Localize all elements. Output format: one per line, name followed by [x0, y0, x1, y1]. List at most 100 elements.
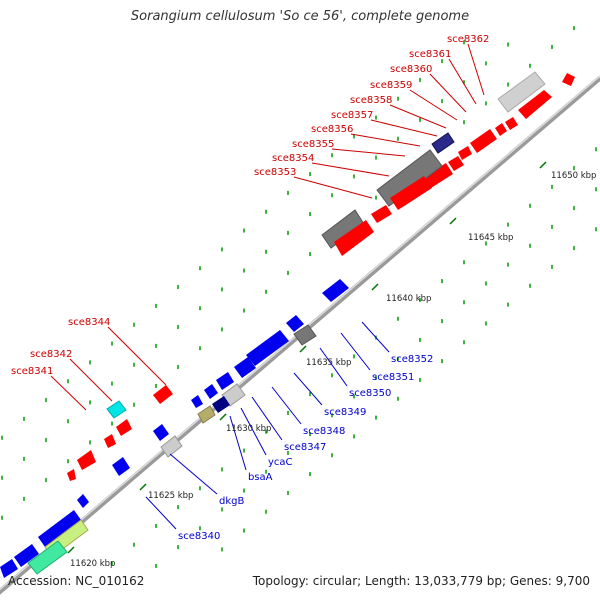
- gene-label-leader: [409, 89, 458, 121]
- gene-label-leader: [361, 321, 390, 353]
- gene-label[interactable]: sce8350: [349, 388, 391, 399]
- gene-label-leader: [331, 148, 406, 157]
- scale-label: 11635 kbp: [306, 358, 351, 368]
- gene-label[interactable]: sce8344: [68, 317, 110, 328]
- gene-label[interactable]: dkgB: [219, 496, 244, 507]
- cds-feature[interactable]: [371, 205, 392, 223]
- rna-feature[interactable]: [160, 435, 183, 458]
- gene-label[interactable]: sce8351: [372, 372, 414, 383]
- major-tick-mark: [449, 217, 457, 225]
- gene-label[interactable]: sce8362: [447, 34, 489, 45]
- cds-feature[interactable]: [470, 129, 497, 153]
- rna-feature[interactable]: [376, 149, 443, 207]
- gene-label[interactable]: sce8347: [284, 442, 326, 453]
- forward-strand-features: [67, 71, 575, 481]
- gene-label[interactable]: sce8352: [391, 354, 433, 365]
- major-tick-mark: [67, 546, 75, 554]
- cds-feature[interactable]: [234, 357, 256, 378]
- gene-label-leader: [350, 133, 421, 147]
- cds-feature[interactable]: [495, 123, 507, 136]
- reverse-gene-labels: sce8352 sce8351 sce8350 sce8349 sce8348 sce83…: [145, 321, 433, 542]
- cds-feature[interactable]: [77, 450, 96, 470]
- cds-feature[interactable]: [204, 384, 218, 399]
- accession-label: Accession: NC_010162: [8, 574, 145, 588]
- rna-feature[interactable]: [106, 400, 127, 419]
- gene-label[interactable]: sce8355: [292, 139, 334, 150]
- cds-feature[interactable]: [67, 469, 76, 481]
- gene-label[interactable]: sce8340: [178, 531, 220, 542]
- major-tick-mark: [219, 413, 227, 421]
- gene-label[interactable]: sce8360: [390, 64, 432, 75]
- major-tick-mark: [371, 283, 379, 291]
- cds-feature[interactable]: [286, 315, 304, 332]
- scale-label: 11620 kbp: [70, 559, 115, 569]
- gene-label[interactable]: sce8357: [331, 110, 373, 121]
- cds-feature[interactable]: [112, 457, 130, 476]
- reverse-strand-features: [0, 279, 349, 578]
- cds-feature[interactable]: [505, 117, 518, 130]
- scale-label: 11630 kbp: [226, 424, 271, 434]
- rna-feature[interactable]: [197, 405, 216, 424]
- gene-label[interactable]: sce8354: [272, 153, 314, 164]
- gene-label[interactable]: sce8348: [303, 426, 345, 437]
- gene-label[interactable]: sce8353: [254, 167, 296, 178]
- cds-feature[interactable]: [116, 419, 132, 436]
- gene-label-leader: [467, 43, 485, 96]
- gene-label-leader: [389, 104, 447, 129]
- cds-feature[interactable]: [322, 279, 349, 302]
- cds-feature[interactable]: [216, 372, 234, 390]
- gene-label-leader: [251, 396, 283, 441]
- scale-labels: 11620 kbp 11625 kbp 11630 kbp 11635 kbp 1164…: [70, 171, 596, 569]
- rna-feature[interactable]: [497, 71, 546, 113]
- gene-label-leader: [107, 326, 167, 386]
- cds-feature[interactable]: [153, 424, 169, 441]
- cds-feature[interactable]: [424, 163, 453, 188]
- gene-label[interactable]: sce8356: [311, 124, 353, 135]
- cds-feature[interactable]: [518, 90, 552, 119]
- scale-label: 11650 kbp: [551, 171, 596, 181]
- cds-feature[interactable]: [0, 559, 18, 578]
- gene-label-leader: [429, 73, 467, 113]
- cds-feature[interactable]: [38, 510, 81, 547]
- rna-feature[interactable]: [293, 324, 317, 346]
- cds-feature[interactable]: [246, 330, 289, 366]
- scale-label: 11645 kbp: [468, 233, 513, 243]
- cds-feature[interactable]: [191, 395, 203, 408]
- major-tick-mark: [139, 483, 147, 491]
- scale-label: 11640 kbp: [386, 294, 431, 304]
- cds-feature[interactable]: [390, 176, 432, 210]
- gene-label-leader: [448, 58, 477, 105]
- cds-feature[interactable]: [153, 385, 173, 404]
- cds-feature[interactable]: [458, 146, 472, 160]
- genome-backbone-highlight: [0, 75, 600, 591]
- gene-label-leader: [50, 375, 87, 411]
- cds-feature[interactable]: [14, 544, 39, 567]
- gene-label[interactable]: sce8359: [370, 80, 412, 91]
- major-tick-mark: [299, 345, 307, 353]
- gene-label-leader: [293, 372, 323, 406]
- gene-label-leader: [340, 332, 371, 371]
- rna-feature[interactable]: [27, 540, 68, 575]
- gene-label[interactable]: sce8349: [324, 407, 366, 418]
- gene-label-leader: [311, 162, 390, 177]
- cds-feature[interactable]: [562, 73, 575, 86]
- gene-label[interactable]: ycaC: [268, 457, 293, 468]
- gene-label[interactable]: sce8361: [409, 49, 451, 60]
- gene-label[interactable]: sce8342: [30, 349, 72, 360]
- cds-feature[interactable]: [104, 434, 116, 448]
- gene-label-leader: [169, 453, 218, 495]
- gene-label-leader: [370, 119, 438, 137]
- cds-feature[interactable]: [77, 494, 89, 508]
- cds-feature[interactable]: [334, 220, 374, 256]
- rna-feature[interactable]: [212, 396, 230, 413]
- cds-feature[interactable]: [448, 156, 464, 171]
- gene-label[interactable]: sce8341: [11, 366, 53, 377]
- map-title: Sorangium cellulosum 'So ce 56', complet…: [130, 9, 470, 24]
- gene-label-leader: [240, 407, 267, 456]
- gene-label-leader: [229, 415, 247, 471]
- gene-label[interactable]: bsaA: [248, 472, 273, 483]
- rna-feature[interactable]: [431, 132, 455, 154]
- gene-label[interactable]: sce8358: [350, 95, 392, 106]
